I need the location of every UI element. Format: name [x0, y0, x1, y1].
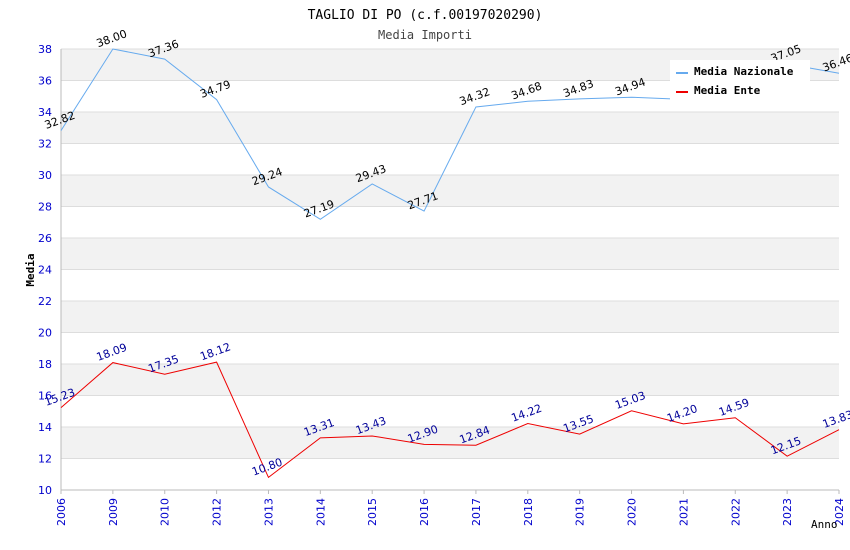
data-label-ente: 14.22 — [510, 402, 544, 425]
x-tick-label: 2019 — [574, 498, 587, 526]
x-tick-label: 2013 — [262, 498, 275, 526]
x-tick-label: 2014 — [314, 498, 327, 526]
y-tick-label: 30 — [38, 169, 52, 182]
chart-title: TAGLIO DI PO (c.f.00197020290) — [308, 8, 543, 23]
data-label-nazionale: 34.79 — [198, 78, 232, 101]
grid-band — [61, 112, 839, 144]
x-tick-label: 2015 — [366, 498, 379, 526]
grid-band — [61, 301, 839, 333]
data-label-ente: 14.20 — [665, 402, 699, 425]
x-tick-label: 2009 — [107, 498, 120, 526]
legend-box — [670, 60, 810, 102]
y-tick-label: 32 — [38, 138, 52, 151]
y-axis-label: Media — [24, 253, 37, 286]
y-tick-label: 16 — [38, 390, 52, 403]
y-tick-label: 34 — [38, 106, 52, 119]
y-tick-label: 14 — [38, 421, 52, 434]
x-tick-labels: 2006 2009 2010 2012 2013 2014 2015 2016 2017 2018… — [55, 498, 846, 526]
legend-label-nazionale: Media Nazionale — [694, 65, 794, 78]
chart-subtitle: Media Importi — [378, 28, 472, 42]
legend: Media Nazionale Media Ente — [670, 60, 810, 102]
y-tick-label: 18 — [38, 358, 52, 371]
x-tick-label: 2021 — [677, 498, 690, 526]
data-label-nazionale: 34.68 — [510, 80, 544, 103]
y-tick-label: 38 — [38, 43, 52, 56]
grid-band — [61, 175, 839, 207]
x-tick-label: 2020 — [626, 498, 639, 526]
y-tick-label: 12 — [38, 453, 52, 466]
x-tick-label: 2006 — [55, 498, 68, 526]
series-line-ente — [60, 361, 840, 479]
y-tick-label: 22 — [38, 295, 52, 308]
x-tick-label: 2023 — [781, 498, 794, 526]
background-bands — [61, 49, 839, 459]
data-label-ente: 14.59 — [717, 396, 751, 419]
x-axis-label: Anno — [811, 518, 838, 531]
grid-band — [61, 238, 839, 270]
y-tick-labels: 10 12 14 16 18 20 22 24 26 28 30 32 34 36 38 — [38, 43, 52, 497]
x-tick-label: 2017 — [470, 498, 483, 526]
legend-label-ente: Media Ente — [694, 84, 761, 97]
gridlines — [61, 48, 839, 491]
y-tick-label: 26 — [38, 232, 52, 245]
y-tick-label: 28 — [38, 201, 52, 214]
x-tick-label: 2016 — [418, 498, 431, 526]
x-tick-label: 2022 — [729, 498, 742, 526]
y-tick-label: 20 — [38, 327, 52, 340]
x-tick-label: 2010 — [159, 498, 172, 526]
x-tick-label: 2024 — [833, 498, 846, 526]
data-label-nazionale: 38.00 — [95, 27, 129, 50]
y-tick-label: 24 — [38, 264, 52, 277]
data-label-nazionale: 34.32 — [458, 85, 492, 108]
x-tick-label: 2018 — [522, 498, 535, 526]
grid-band — [61, 427, 839, 459]
data-label-ente: 18.09 — [95, 341, 129, 364]
y-tick-label: 36 — [38, 75, 52, 88]
data-label-ente: 18.12 — [198, 340, 232, 363]
axes — [60, 49, 840, 494]
grid-band — [61, 364, 839, 396]
x-tick-label: 2012 — [211, 498, 224, 526]
y-tick-label: 10 — [38, 484, 52, 497]
